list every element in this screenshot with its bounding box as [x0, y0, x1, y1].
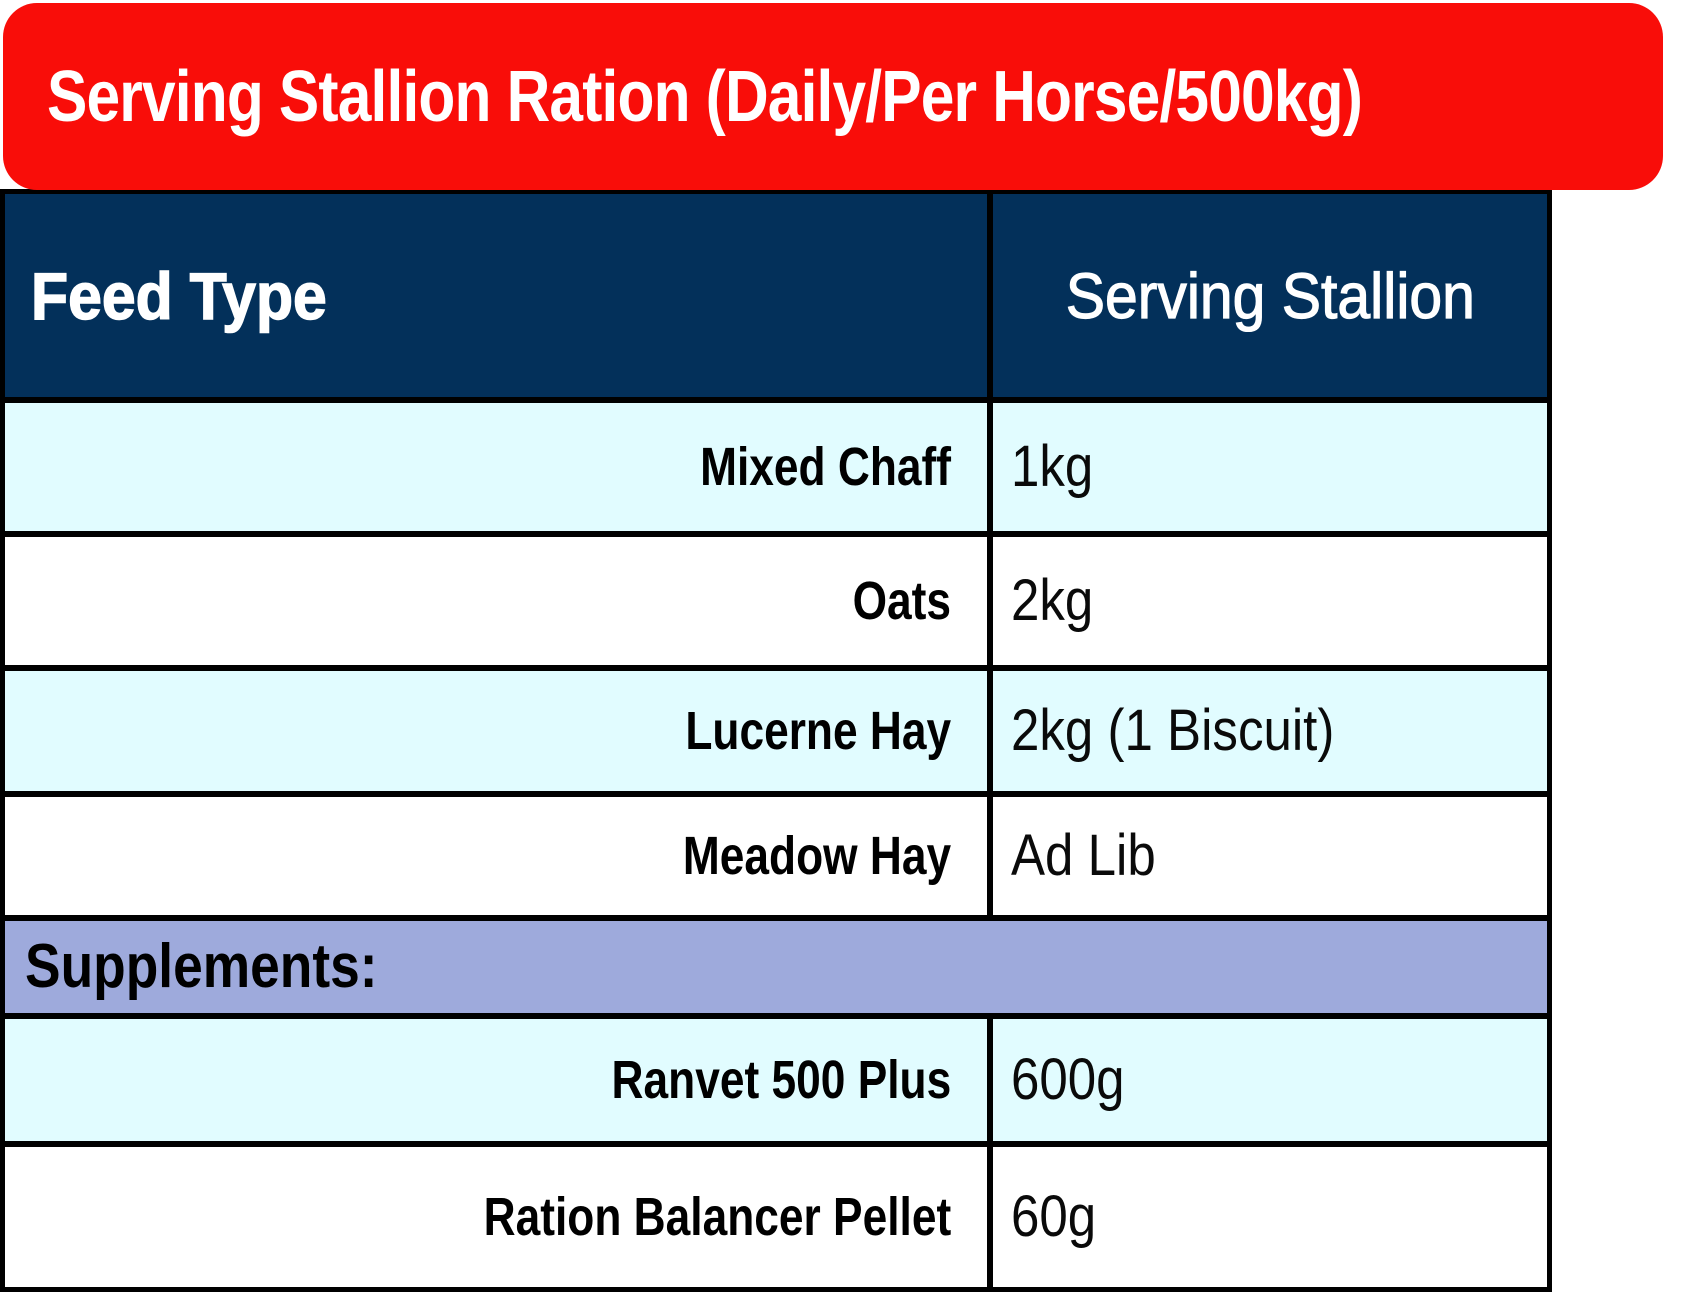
feed-value: 600g — [1011, 1047, 1125, 1112]
table-row-value: 60g — [993, 1147, 1547, 1287]
page-title: Serving Stallion Ration (Daily/Per Horse… — [47, 56, 1363, 137]
table-row-label: Mixed Chaff — [5, 403, 987, 531]
table-row-value: 2kg (1 Biscuit) — [993, 671, 1547, 791]
feed-label: Mixed Chaff — [700, 437, 951, 497]
supplements-label: Supplements: — [25, 932, 378, 1001]
feed-label: Ranvet 500 Plus — [611, 1050, 951, 1110]
table-row-label: Ranvet 500 Plus — [5, 1019, 987, 1141]
feed-label: Oats — [852, 571, 951, 631]
feed-value: 1kg — [1011, 434, 1094, 499]
table-row-value: Ad Lib — [993, 797, 1547, 915]
header-serving-stallion-label: Serving Stallion — [1065, 259, 1475, 332]
feed-value: 2kg (1 Biscuit) — [1011, 698, 1335, 763]
table-row-label: Meadow Hay — [5, 797, 987, 915]
feed-label: Meadow Hay — [682, 826, 951, 886]
header-feed-type-label: Feed Type — [30, 258, 327, 333]
table-row-value: 2kg — [993, 537, 1547, 665]
table-row-label: Oats — [5, 537, 987, 665]
table-row-label: Ration Balancer Pellet — [5, 1147, 987, 1287]
feed-label: Lucerne Hay — [685, 701, 951, 761]
table-row-label: Lucerne Hay — [5, 671, 987, 791]
feed-value: 2kg — [1011, 568, 1094, 633]
feed-label: Ration Balancer Pellet — [483, 1187, 951, 1247]
ration-table: Feed Type Serving Stallion Mixed Chaff 1… — [0, 189, 1552, 1292]
table-row-value: 600g — [993, 1019, 1547, 1141]
table-row-value: 1kg — [993, 403, 1547, 531]
supplements-section-header: Supplements: — [5, 921, 1547, 1013]
title-banner: Serving Stallion Ration (Daily/Per Horse… — [3, 3, 1663, 190]
feed-value: 60g — [1011, 1184, 1097, 1249]
feed-value: Ad Lib — [1011, 823, 1156, 888]
header-feed-type: Feed Type — [5, 194, 987, 397]
header-serving-stallion: Serving Stallion — [993, 194, 1547, 397]
